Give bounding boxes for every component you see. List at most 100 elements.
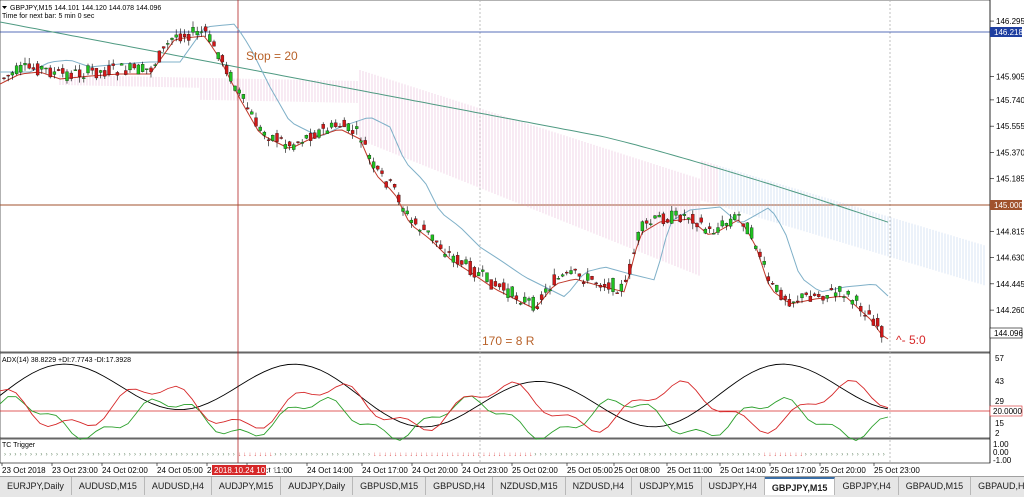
- candle[interactable]: [703, 228, 708, 234]
- candle[interactable]: [510, 286, 514, 297]
- candle[interactable]: [128, 63, 132, 71]
- candle[interactable]: [775, 284, 779, 292]
- candle[interactable]: [304, 135, 309, 139]
- chart-tab-nzdusd-h4[interactable]: NZDUSD,H4: [566, 477, 633, 495]
- candle[interactable]: [321, 124, 325, 129]
- candle[interactable]: [556, 278, 561, 280]
- candle[interactable]: [791, 301, 796, 303]
- candle[interactable]: [208, 34, 212, 42]
- candle[interactable]: [23, 63, 27, 66]
- candle[interactable]: [712, 233, 716, 235]
- candle[interactable]: [90, 67, 94, 71]
- candle[interactable]: [443, 254, 447, 257]
- candle[interactable]: [27, 63, 31, 69]
- candle[interactable]: [523, 296, 527, 303]
- candle[interactable]: [565, 271, 569, 274]
- candle[interactable]: [98, 70, 103, 73]
- candle[interactable]: [69, 72, 73, 79]
- candle[interactable]: [14, 65, 19, 75]
- candle[interactable]: [338, 126, 342, 128]
- candle[interactable]: [44, 67, 48, 70]
- candle[interactable]: [363, 140, 367, 145]
- candle[interactable]: [329, 122, 334, 128]
- candle[interactable]: [636, 232, 640, 241]
- candle[interactable]: [262, 131, 267, 136]
- candle[interactable]: [665, 219, 670, 223]
- candle[interactable]: [10, 72, 15, 76]
- candle[interactable]: [867, 310, 871, 315]
- candle[interactable]: [115, 72, 120, 76]
- candle[interactable]: [817, 294, 821, 297]
- candle[interactable]: [632, 252, 636, 254]
- candle[interactable]: [552, 274, 556, 286]
- candle[interactable]: [602, 284, 607, 287]
- chart-tab-usdjpy-m15[interactable]: USDJPY,M15: [632, 477, 702, 495]
- candle[interactable]: [119, 63, 124, 66]
- chart-tab-gbpjpy-h4[interactable]: GBPJPY,H4: [835, 477, 899, 495]
- candle[interactable]: [355, 126, 359, 129]
- chart-tab-eurjpy-daily[interactable]: EURJPY,Daily: [0, 477, 72, 495]
- candle[interactable]: [619, 283, 624, 292]
- candle[interactable]: [598, 284, 603, 288]
- candle[interactable]: [695, 223, 699, 228]
- chart-tab-bar[interactable]: EURJPY,Daily AUDUSD,M15 AUDUSD,H4 AUDJPY,M1…: [0, 476, 1024, 497]
- candle[interactable]: [863, 315, 867, 317]
- candle[interactable]: [334, 122, 338, 127]
- candle[interactable]: [413, 218, 418, 225]
- candle[interactable]: [615, 292, 619, 294]
- candle[interactable]: [212, 41, 216, 47]
- candle[interactable]: [590, 276, 594, 280]
- chart-tab-audusd-h4[interactable]: AUDUSD,H4: [145, 477, 212, 495]
- candle[interactable]: [111, 63, 115, 66]
- candle[interactable]: [531, 296, 535, 311]
- candle[interactable]: [220, 55, 225, 63]
- candle[interactable]: [779, 289, 783, 300]
- candle[interactable]: [52, 71, 57, 75]
- candle[interactable]: [132, 63, 136, 69]
- candle[interactable]: [367, 154, 372, 159]
- candle[interactable]: [430, 234, 435, 241]
- candle[interactable]: [674, 210, 678, 216]
- candle[interactable]: [166, 43, 170, 45]
- chart-tab-audjpy-m15[interactable]: AUDJPY,M15: [212, 477, 282, 495]
- candle[interactable]: [77, 69, 82, 77]
- candle[interactable]: [527, 298, 531, 301]
- candle[interactable]: [783, 295, 787, 300]
- candle[interactable]: [203, 26, 208, 32]
- candle[interactable]: [682, 214, 687, 216]
- candle[interactable]: [418, 229, 422, 232]
- candle[interactable]: [174, 34, 178, 38]
- candle[interactable]: [854, 295, 859, 301]
- candle[interactable]: [229, 71, 233, 82]
- candle[interactable]: [577, 273, 582, 277]
- candle[interactable]: [846, 291, 850, 295]
- candle[interactable]: [6, 74, 10, 77]
- candle[interactable]: [573, 268, 577, 271]
- candle[interactable]: [804, 292, 808, 295]
- candle[interactable]: [586, 273, 590, 281]
- candle[interactable]: [460, 260, 464, 265]
- candle[interactable]: [581, 282, 586, 284]
- chart-tab-audusd-m15[interactable]: AUDUSD,M15: [72, 477, 145, 495]
- candle[interactable]: [825, 295, 829, 299]
- candle[interactable]: [691, 214, 695, 224]
- candle[interactable]: [506, 288, 510, 298]
- candle[interactable]: [73, 69, 78, 71]
- candle[interactable]: [422, 224, 426, 230]
- candle[interactable]: [607, 282, 611, 290]
- candle[interactable]: [325, 130, 330, 134]
- candle[interactable]: [720, 220, 724, 227]
- candle[interactable]: [392, 184, 397, 188]
- candle[interactable]: [82, 77, 86, 79]
- candle[interactable]: [279, 137, 283, 139]
- candle[interactable]: [401, 208, 405, 212]
- candle[interactable]: [850, 300, 855, 305]
- candle[interactable]: [464, 259, 468, 264]
- candle[interactable]: [502, 282, 506, 291]
- candle[interactable]: [518, 303, 523, 305]
- candle[interactable]: [796, 300, 800, 303]
- candle[interactable]: [182, 33, 187, 38]
- candle[interactable]: [292, 144, 296, 150]
- candle[interactable]: [670, 210, 674, 224]
- candle[interactable]: [649, 223, 653, 225]
